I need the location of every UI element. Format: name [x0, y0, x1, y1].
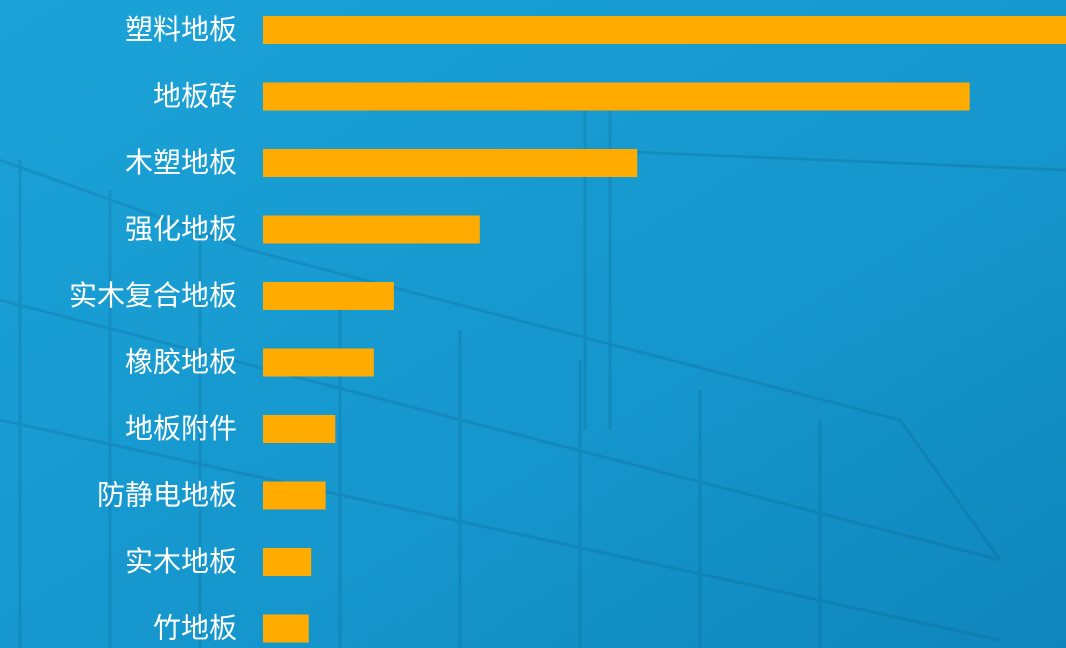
bar: [263, 282, 394, 310]
y-tick-label: 竹地板: [153, 612, 237, 645]
y-tick-label: 地板附件: [125, 412, 237, 445]
bar: [263, 548, 312, 576]
bar: [263, 149, 638, 177]
bar: [263, 415, 336, 443]
bar: [263, 614, 309, 643]
y-tick-label: 防静电地板: [97, 479, 237, 512]
bar: [263, 16, 1066, 44]
bar: [263, 82, 970, 111]
bar: [263, 348, 374, 377]
y-tick-label: 强化地板: [125, 213, 237, 246]
y-tick-label: 实木复合地板: [69, 279, 237, 312]
bar: [263, 481, 326, 510]
y-tick-label: 橡胶地板: [125, 346, 237, 379]
y-tick-label: 塑料地板: [125, 13, 237, 46]
y-tick-label: 木塑地板: [125, 146, 237, 179]
y-tick-label: 实木地板: [125, 545, 237, 578]
y-tick-label: 地板砖: [153, 80, 237, 113]
bar: [263, 215, 480, 244]
